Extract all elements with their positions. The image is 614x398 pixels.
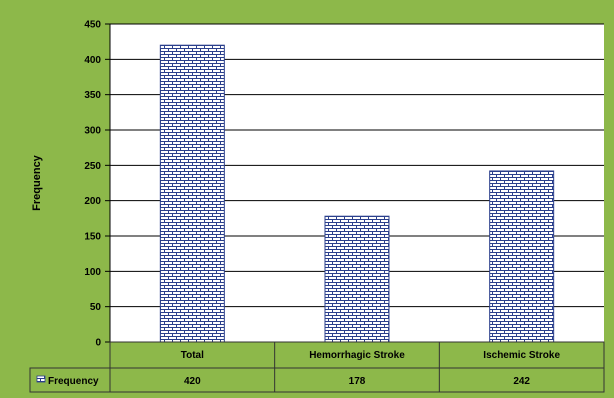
bar-total [159, 44, 225, 343]
data-label: 178 [349, 376, 366, 387]
table-data-row [29, 367, 605, 393]
bar-ischemic-stroke [489, 170, 555, 343]
y-tick-label: 350 [84, 90, 101, 101]
y-tick-label: 450 [84, 20, 101, 31]
data-table: Total 420 Hemorrhagic Stroke 178 Ischemic St… [29, 341, 605, 393]
y-axis-label: Frequency [31, 154, 43, 211]
bar-hemorrhagic-stroke [324, 215, 390, 343]
y-axis-ticks: 0 50 100 150 200 250 300 350 400 450 [84, 20, 111, 349]
y-tick-label: 50 [90, 302, 102, 313]
y-tick-label: 200 [84, 196, 101, 207]
legend-swatch [36, 375, 46, 383]
y-tick-label: 100 [84, 267, 101, 278]
y-tick-label: 150 [84, 232, 101, 243]
y-tick-label: 0 [95, 338, 101, 349]
data-label: 242 [513, 376, 530, 387]
category-label: Total [181, 350, 204, 361]
y-tick-label: 300 [84, 126, 101, 137]
y-tick-label: 250 [84, 161, 101, 172]
bars [159, 44, 555, 343]
category-label: Ischemic Stroke [483, 350, 560, 361]
y-tick-label: 400 [84, 55, 101, 66]
legend-series-name: Frequency [48, 376, 99, 387]
table-header-row [109, 341, 605, 369]
category-label: Hemorrhagic Stroke [309, 350, 405, 361]
data-label: 420 [184, 376, 201, 387]
